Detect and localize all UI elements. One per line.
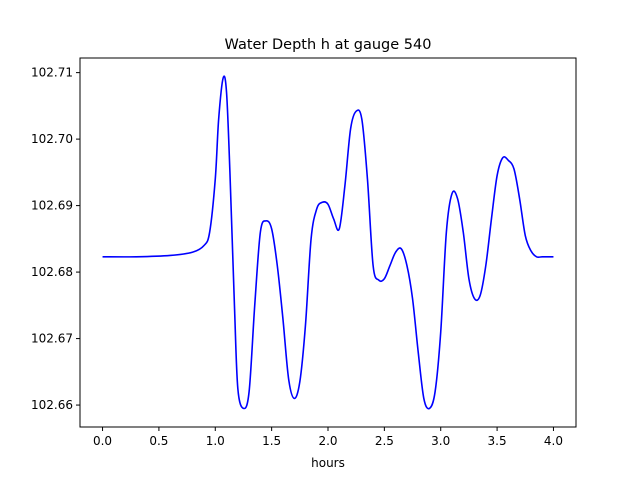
x-tick-label: 2.5 [375, 434, 394, 448]
y-tick-label: 102.66 [31, 398, 73, 412]
x-tick-label: 0.0 [93, 434, 112, 448]
y-tick-label: 102.68 [31, 265, 73, 279]
x-tick-label: 3.5 [488, 434, 507, 448]
y-tick-label: 102.67 [31, 332, 73, 346]
series-line [102, 75, 554, 410]
x-tick-label: 0.5 [149, 434, 168, 448]
x-tick-label: 3.0 [431, 434, 450, 448]
y-tick-label: 102.70 [31, 132, 73, 146]
x-tick-label: 1.0 [206, 434, 225, 448]
plot-area [102, 75, 554, 410]
y-tick-label: 102.71 [31, 66, 73, 80]
y-axis: 102.66 102.67 102.68 102.69 102.70 102.71 [31, 66, 80, 412]
chart-title: Water Depth h at gauge 540 [225, 37, 432, 53]
x-axis: 0.0 0.5 1.0 1.5 2.0 2.5 3.0 3.5 4.0 [93, 427, 563, 448]
x-tick-label: 1.5 [262, 434, 281, 448]
x-axis-label: hours [311, 456, 345, 470]
y-tick-label: 102.69 [31, 199, 73, 213]
x-tick-label: 2.0 [318, 434, 337, 448]
x-tick-label: 4.0 [544, 434, 563, 448]
